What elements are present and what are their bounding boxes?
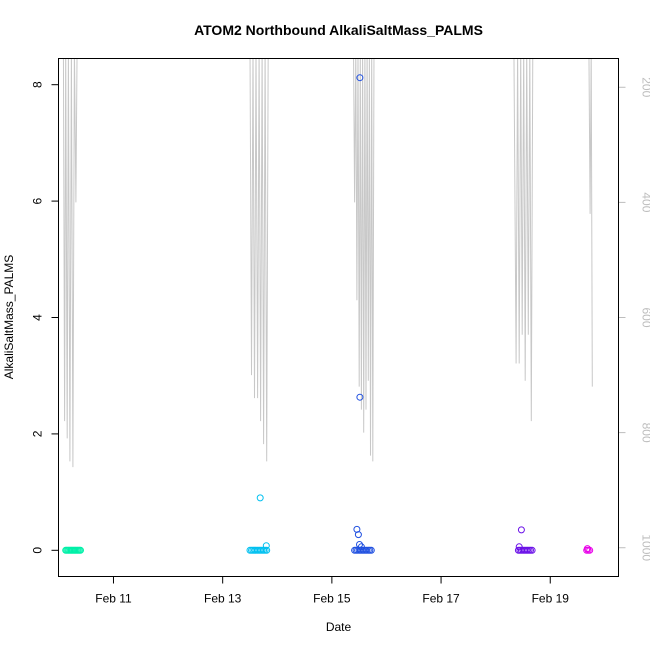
data-point [354, 531, 362, 539]
axes-layer: Feb 11 Feb 13 Feb 15 Feb 17 Feb 19 0 2 4 6 8 200 40… [31, 77, 650, 605]
data-point [263, 546, 271, 554]
data-point [528, 546, 536, 554]
y2-series-line [62, 58, 593, 468]
data-point [583, 545, 591, 553]
y2-series-layer [62, 58, 593, 468]
y2-tick-label: 600 [640, 307, 650, 327]
y-tick-label: 4 [31, 314, 45, 321]
data-point [77, 546, 84, 554]
x-tick-label: Feb 19 [532, 592, 570, 606]
y2-tick-label: 1000 [640, 534, 650, 561]
y-tick-label: 2 [31, 430, 45, 437]
data-point [515, 543, 523, 551]
data-point [256, 494, 264, 502]
y2-tick-label: 400 [640, 192, 650, 212]
data-point [356, 393, 364, 401]
data-point [262, 542, 270, 550]
y2-tick-label: 200 [640, 77, 650, 97]
y2-tick-label: 800 [640, 423, 650, 443]
y-axis-label: AlkaliSaltMass_PALMS [2, 255, 16, 380]
y-tick-label: 0 [31, 547, 45, 554]
data-point [356, 74, 364, 82]
data-point [367, 546, 375, 554]
points-layer [62, 74, 594, 554]
data-point [517, 526, 525, 534]
plot-frame [58, 58, 619, 577]
y-tick-label: 6 [31, 197, 45, 204]
data-point [356, 541, 363, 548]
y-tick-label: 8 [31, 81, 45, 88]
chart-title: ATOM2 Northbound AlkaliSaltMass_PALMS [194, 22, 483, 38]
x-tick-label: Feb 17 [422, 592, 460, 606]
x-axis-label: Date [326, 620, 352, 634]
data-point [357, 543, 365, 551]
x-tick-label: Feb 15 [313, 592, 351, 606]
x-tick-label: Feb 13 [204, 592, 242, 606]
x-tick-label: Feb 11 [95, 592, 132, 606]
